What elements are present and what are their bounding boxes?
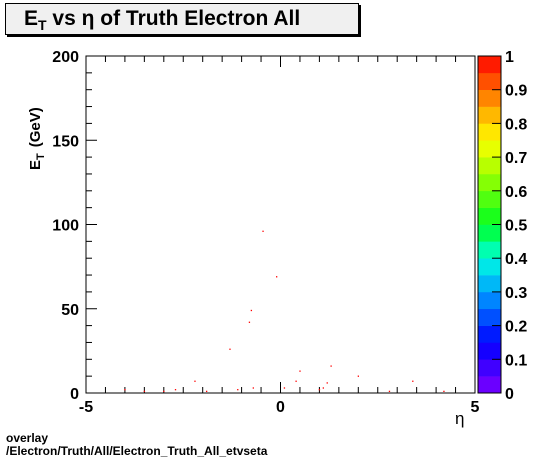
data-point	[143, 390, 146, 393]
svg-text:ET(GeV): ET(GeV)	[27, 107, 47, 170]
data-point	[174, 389, 177, 391]
data-point	[283, 387, 286, 389]
colorbar-band	[478, 308, 501, 326]
y-tick-label: 150	[52, 133, 79, 150]
x-tick-label: 5	[471, 399, 480, 416]
colorbar-tick-label: 0	[505, 386, 514, 403]
y-axis-label: ET(GeV)	[27, 107, 47, 170]
data-point	[318, 389, 321, 391]
data-point	[295, 380, 297, 382]
title-box: ET vs η of Truth Electron All	[5, 3, 359, 35]
y-tick-label: 0	[70, 386, 79, 403]
data-point	[330, 365, 332, 367]
colorbar	[477, 55, 502, 394]
footer-line-1: overlay	[6, 431, 49, 445]
colorbar-band	[478, 207, 501, 225]
data-points	[124, 230, 445, 393]
colorbar-tick-label: 0.3	[505, 285, 527, 302]
data-point	[229, 348, 231, 350]
data-point	[276, 276, 278, 278]
y-tick-label: 50	[61, 302, 79, 319]
colorbar-tick-label: 0.4	[505, 251, 527, 268]
colorbar-band	[478, 376, 501, 394]
colorbar-band	[478, 342, 501, 360]
data-point	[194, 380, 196, 382]
colorbar-band	[478, 291, 501, 310]
y-tick-label: 100	[52, 218, 79, 235]
colorbar-band	[478, 359, 501, 377]
colorbar-tick-label: 0.8	[505, 116, 527, 133]
data-point	[443, 390, 445, 393]
tick-labels: -5 0 505010015020000.10.20.30.40.50.60.70.…	[52, 49, 527, 416]
axis-ticks	[85, 55, 476, 394]
x-axis-label: η	[455, 409, 464, 428]
data-point	[326, 382, 328, 384]
footer: overlay /Electron/Truth/All/Electron_Tru…	[6, 432, 267, 458]
colorbar-tick-label: 0.5	[505, 218, 527, 235]
colorbar-band	[478, 224, 501, 242]
data-point	[124, 389, 126, 391]
data-point	[163, 390, 165, 393]
data-point	[262, 230, 264, 232]
x-tick-label: 0	[276, 399, 285, 416]
data-point	[205, 390, 208, 393]
colorbar-band	[478, 106, 501, 124]
data-point	[252, 387, 254, 389]
data-point	[357, 375, 359, 377]
colorbar-band	[478, 241, 501, 259]
plot-frame	[85, 55, 476, 394]
colorbar-band	[478, 157, 501, 175]
x-tick-label: -5	[79, 399, 93, 416]
chart-title: ET vs η of Truth Electron All	[24, 7, 301, 34]
colorbar-band	[478, 258, 501, 276]
y-tick-label: 200	[52, 49, 79, 66]
colorbar-band	[478, 56, 501, 74]
colorbar-band	[478, 325, 501, 343]
colorbar-band	[478, 72, 501, 90]
colorbar-band	[478, 275, 501, 293]
data-point	[322, 387, 324, 389]
colorbar-tick-label: 0.2	[505, 319, 527, 336]
data-point	[237, 389, 239, 391]
colorbar-tick-label: 0.1	[505, 352, 527, 369]
data-point	[299, 370, 301, 372]
footer-line-2: /Electron/Truth/All/Electron_Truth_All_e…	[6, 444, 268, 458]
data-point	[248, 321, 251, 323]
colorbar-tick-label: 0.9	[505, 83, 527, 100]
colorbar-tick-label: 1	[505, 49, 514, 66]
colorbar-tick-label: 0.6	[505, 184, 527, 201]
colorbar-band	[478, 173, 501, 192]
colorbar-band	[478, 123, 501, 141]
data-point	[388, 390, 391, 393]
colorbar-band	[478, 89, 501, 107]
colorbar-band	[478, 140, 501, 158]
colorbar-band	[478, 190, 501, 208]
data-point	[250, 309, 253, 312]
data-point	[412, 380, 414, 382]
colorbar-tick-label: 0.7	[505, 150, 527, 167]
